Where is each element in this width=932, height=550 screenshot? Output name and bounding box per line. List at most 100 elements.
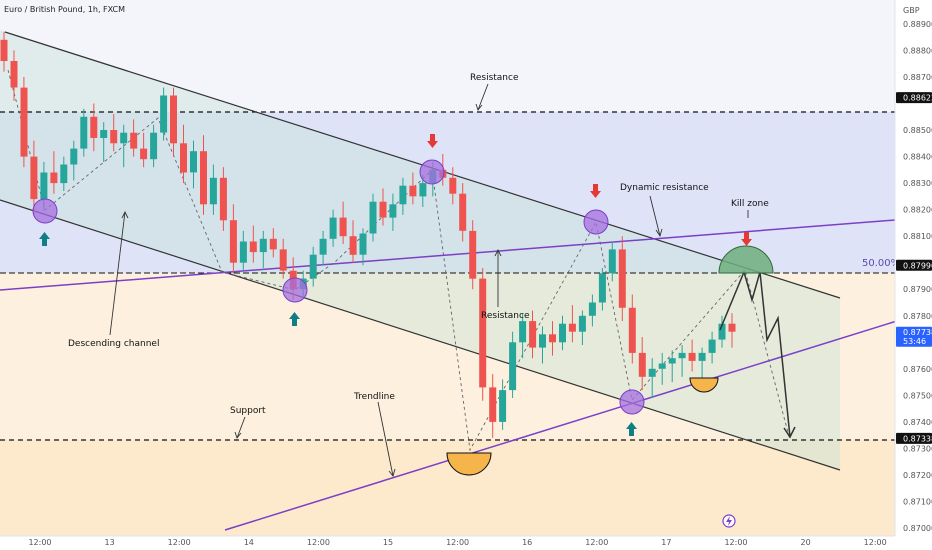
candle	[389, 193, 397, 231]
candle	[608, 241, 616, 282]
x-tick-label: 15	[383, 538, 393, 547]
candle	[309, 246, 317, 287]
candles	[0, 31, 736, 438]
candle	[718, 315, 726, 348]
candle	[588, 294, 596, 327]
candle	[459, 183, 467, 242]
annotation-trendline: Trendline	[353, 392, 395, 402]
candle	[140, 132, 148, 168]
price-axis[interactable]: GBP 0.889000.888000.887000.885000.884000…	[894, 0, 932, 550]
candle	[160, 87, 168, 141]
pivot-markers	[32, 159, 645, 415]
candle	[180, 124, 187, 184]
candle	[120, 124, 128, 168]
up-arrow-icon	[289, 312, 300, 326]
x-tick-label: 12:00	[585, 538, 608, 547]
down-arrow-icon	[427, 134, 438, 148]
upper-zone	[0, 0, 895, 112]
x-tick-label: 17	[661, 538, 671, 547]
channel-lower-line	[0, 199, 841, 471]
candle	[409, 172, 417, 205]
candle	[200, 135, 207, 215]
pivot-circle	[32, 198, 58, 224]
up-arrow-icon	[626, 422, 637, 436]
support-zone	[0, 273, 895, 440]
x-tick-label: 13	[105, 538, 115, 547]
candle	[648, 358, 656, 398]
time-axis[interactable]: 12:00 13 12:00 14 12:00 15 12:00 16 12:00 17 12:00…	[0, 535, 932, 550]
pivot-circle	[583, 209, 609, 235]
price-label-countdown: 53:46	[903, 337, 926, 346]
bowl-shape	[446, 452, 492, 476]
candle	[598, 268, 606, 311]
candle	[190, 140, 197, 189]
x-tick-label: 12:00	[307, 538, 330, 547]
kill-zone-shape	[718, 245, 774, 274]
projection-arrowhead	[783, 426, 796, 439]
candle	[100, 122, 108, 162]
annotation-resistance-mid: Resistance	[481, 311, 530, 321]
candle	[469, 220, 477, 290]
x-tick-label: 12:00	[28, 538, 51, 547]
price-label: 0.8773853:46	[896, 326, 932, 347]
chart-title: Euro / British Pound, 1h, FXCM	[4, 5, 125, 14]
candle	[170, 87, 177, 157]
candle	[658, 352, 666, 385]
pivot-circle	[619, 389, 645, 415]
up-arrow-icon	[39, 232, 50, 246]
candle	[279, 238, 287, 279]
candle	[638, 337, 646, 391]
candle	[50, 151, 58, 194]
bowl-shape	[689, 377, 719, 393]
candle	[708, 331, 716, 364]
candle	[269, 228, 277, 258]
fib-50-label: 50.00%	[862, 258, 900, 269]
candle	[698, 347, 706, 380]
candle	[60, 156, 68, 191]
pivot-circle	[282, 277, 308, 303]
price-label-text: 0.87338	[903, 434, 932, 443]
candle	[229, 204, 237, 274]
candle	[618, 236, 626, 322]
trendline	[224, 320, 895, 531]
candle	[319, 230, 327, 266]
candle	[369, 193, 377, 242]
candle	[559, 315, 566, 351]
candle	[449, 167, 457, 205]
candle	[70, 140, 78, 181]
annotation-kill-zone: Kill zone	[731, 199, 769, 209]
candle	[668, 350, 676, 383]
candle	[509, 331, 517, 398]
annotation-resistance-top: Resistance	[470, 73, 519, 83]
candle	[20, 77, 28, 168]
candle	[130, 119, 138, 157]
dynamic-resistance-line	[0, 219, 895, 291]
candle	[688, 339, 696, 372]
candle	[399, 177, 407, 215]
candle	[549, 321, 556, 356]
candle	[628, 294, 636, 364]
x-tick-label: 14	[244, 538, 254, 547]
bowl-shapes	[446, 245, 774, 476]
candle	[479, 268, 487, 401]
lightning-icon[interactable]	[722, 514, 736, 528]
candle	[499, 379, 507, 430]
candle	[90, 103, 98, 152]
